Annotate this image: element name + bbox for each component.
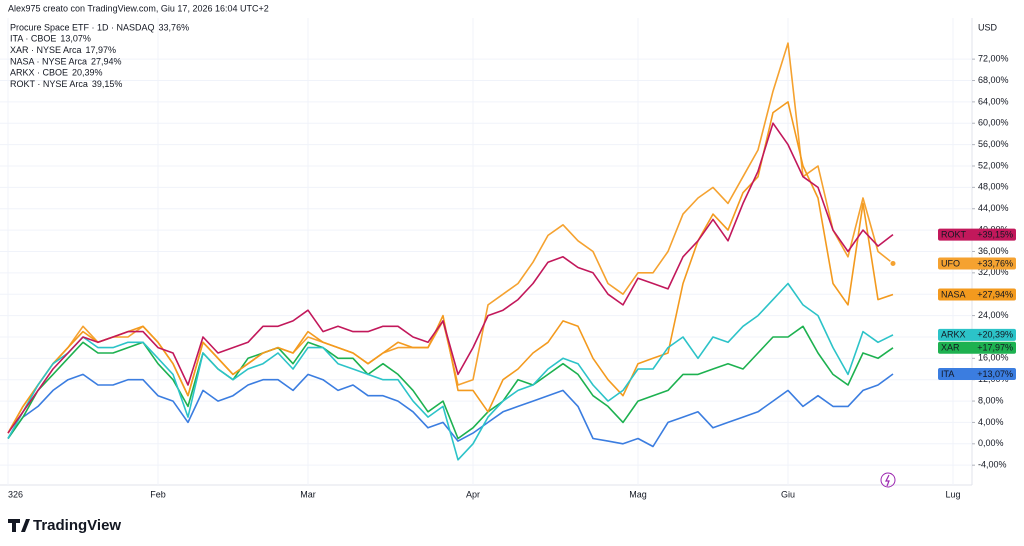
price-tag-bg xyxy=(938,328,1016,341)
logo-mark xyxy=(8,519,30,532)
price-tag: UFO +33,76% xyxy=(938,257,1016,270)
price-tag-symbol: UFO xyxy=(941,258,960,268)
y-tick-label: 52,00% xyxy=(978,160,1009,170)
price-tag: ITA +13,07% xyxy=(938,367,1016,380)
price-tag-bg xyxy=(938,228,1016,241)
y-tick-label: 8,00% xyxy=(978,395,1004,405)
price-tag-symbol: ARKX xyxy=(941,330,966,340)
legend-name: XAR · NYSE Arca xyxy=(10,45,82,55)
brand: TradingView xyxy=(33,517,121,534)
price-tag-symbol: XAR xyxy=(941,343,960,353)
series-line xyxy=(7,282,894,461)
event-icon[interactable] xyxy=(880,472,896,488)
y-tick-label: -4,00% xyxy=(978,460,1007,470)
event-icon-bolt xyxy=(885,474,890,487)
y-tick-label: 60,00% xyxy=(978,118,1009,128)
legend-name: ARKX · CBOE xyxy=(10,68,68,78)
x-tick-label: Mar xyxy=(300,489,316,499)
price-tag: XAR +17,97% xyxy=(938,341,1016,354)
price-tag-symbol: ITA xyxy=(941,369,954,379)
y-tick-label: 68,00% xyxy=(978,75,1009,85)
y-tick-label: 24,00% xyxy=(978,310,1009,320)
price-tag-value: +17,97% xyxy=(977,343,1013,353)
price-tag-value: +13,07% xyxy=(977,369,1013,379)
y-tick-label: 64,00% xyxy=(978,96,1009,106)
legend-value: 17,97% xyxy=(86,45,117,55)
price-tag-value: +20,39% xyxy=(977,330,1013,340)
x-tick-label: Apr xyxy=(466,489,480,499)
legend-value: 13,07% xyxy=(60,34,91,44)
y-tick-label: 44,00% xyxy=(978,203,1009,213)
last-value-dot xyxy=(889,259,897,267)
y-tick-label: 4,00% xyxy=(978,417,1004,427)
x-tick-label: 326 xyxy=(8,489,23,499)
price-tag-bg xyxy=(938,367,1016,380)
price-tag-symbol: NASA xyxy=(941,289,966,299)
legend-name: ITA · CBOE xyxy=(10,34,56,44)
y-tick-label: 0,00% xyxy=(978,438,1004,448)
price-tag-bg xyxy=(938,341,1016,354)
legend-name: Procure Space ETF · 1D · NASDAQ xyxy=(10,22,155,32)
x-tick-label: Feb xyxy=(150,489,166,499)
price-tag-symbol: ROKT xyxy=(941,230,967,240)
y-tick-label: 32,00% xyxy=(978,267,1009,277)
x-tick-label: Giu xyxy=(781,489,795,499)
y-tick-label: 36,00% xyxy=(978,246,1009,256)
y-tick-label: 16,00% xyxy=(978,353,1009,363)
legend-value: 20,39% xyxy=(72,68,103,78)
price-tag: ARKX +20,39% xyxy=(938,328,1016,341)
price-tag: ROKT +39,15% xyxy=(938,228,1016,241)
price-tag-bg xyxy=(938,288,1016,301)
series-line xyxy=(7,101,894,434)
y-tick-label: 48,00% xyxy=(978,182,1009,192)
series-line xyxy=(7,325,894,440)
series-line xyxy=(7,122,894,434)
x-tick-label: Mag xyxy=(629,489,647,499)
legend-value: 27,94% xyxy=(91,56,122,66)
price-tag-bg xyxy=(938,257,1016,270)
price-tag-value: +39,15% xyxy=(977,230,1013,240)
price-tag-value: +33,76% xyxy=(977,258,1013,268)
chart-title: Alex975 creato con TradingView.com, Giu … xyxy=(8,3,269,13)
currency-label: USD xyxy=(978,22,998,32)
legend-name: ROKT · NYSE Arca xyxy=(10,79,88,89)
price-tag: NASA +27,94% xyxy=(938,288,1016,301)
y-tick-label: 56,00% xyxy=(978,139,1009,149)
logo: TradingView xyxy=(8,517,121,534)
legend-name: NASA · NYSE Arca xyxy=(10,56,87,66)
legend-value: 33,76% xyxy=(159,22,190,32)
legend-value: 39,15% xyxy=(92,79,123,89)
price-tag-value: +27,94% xyxy=(977,289,1013,299)
x-tick-label: Lug xyxy=(945,489,960,499)
y-tick-label: 72,00% xyxy=(978,54,1009,64)
